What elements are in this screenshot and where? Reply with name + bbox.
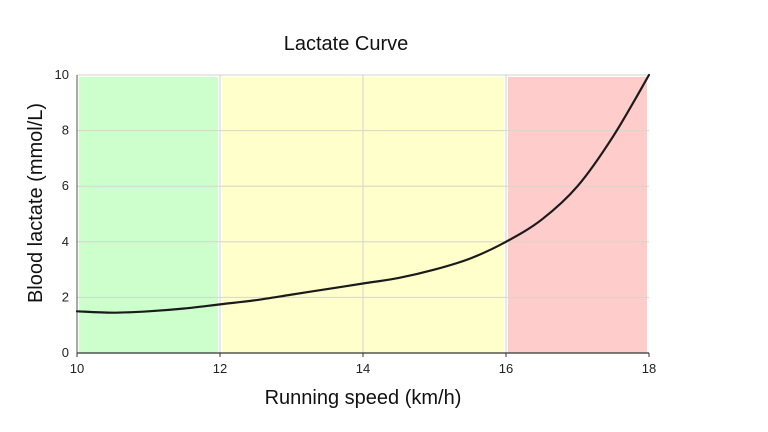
lactate-series-line <box>75 73 651 314</box>
y-tick-label: 8 <box>62 123 69 138</box>
y-tick-label: 0 <box>62 345 69 360</box>
ticks-layer: 10 12 14 16 18 0 2 4 6 8 10 <box>55 67 657 376</box>
x-tick-label: 10 <box>70 361 84 376</box>
y-axis-label: Blood lactate (mmol/L) <box>25 103 47 303</box>
chart-title: Lactate Curve <box>284 33 409 55</box>
zone-3 <box>508 77 647 353</box>
y-tick-label: 4 <box>62 234 69 249</box>
x-tick-label: 12 <box>213 361 227 376</box>
x-tick-label: 18 <box>642 361 656 376</box>
x-tick-label: 14 <box>356 361 370 376</box>
y-tick-label: 10 <box>55 67 69 82</box>
x-tick-label: 16 <box>499 361 513 376</box>
y-tick-label: 6 <box>62 178 69 193</box>
x-axis-label: Running speed (km/h) <box>265 387 462 409</box>
series-layer <box>75 73 651 314</box>
grid-layer <box>77 74 649 353</box>
y-tick-label: 2 <box>62 289 69 304</box>
